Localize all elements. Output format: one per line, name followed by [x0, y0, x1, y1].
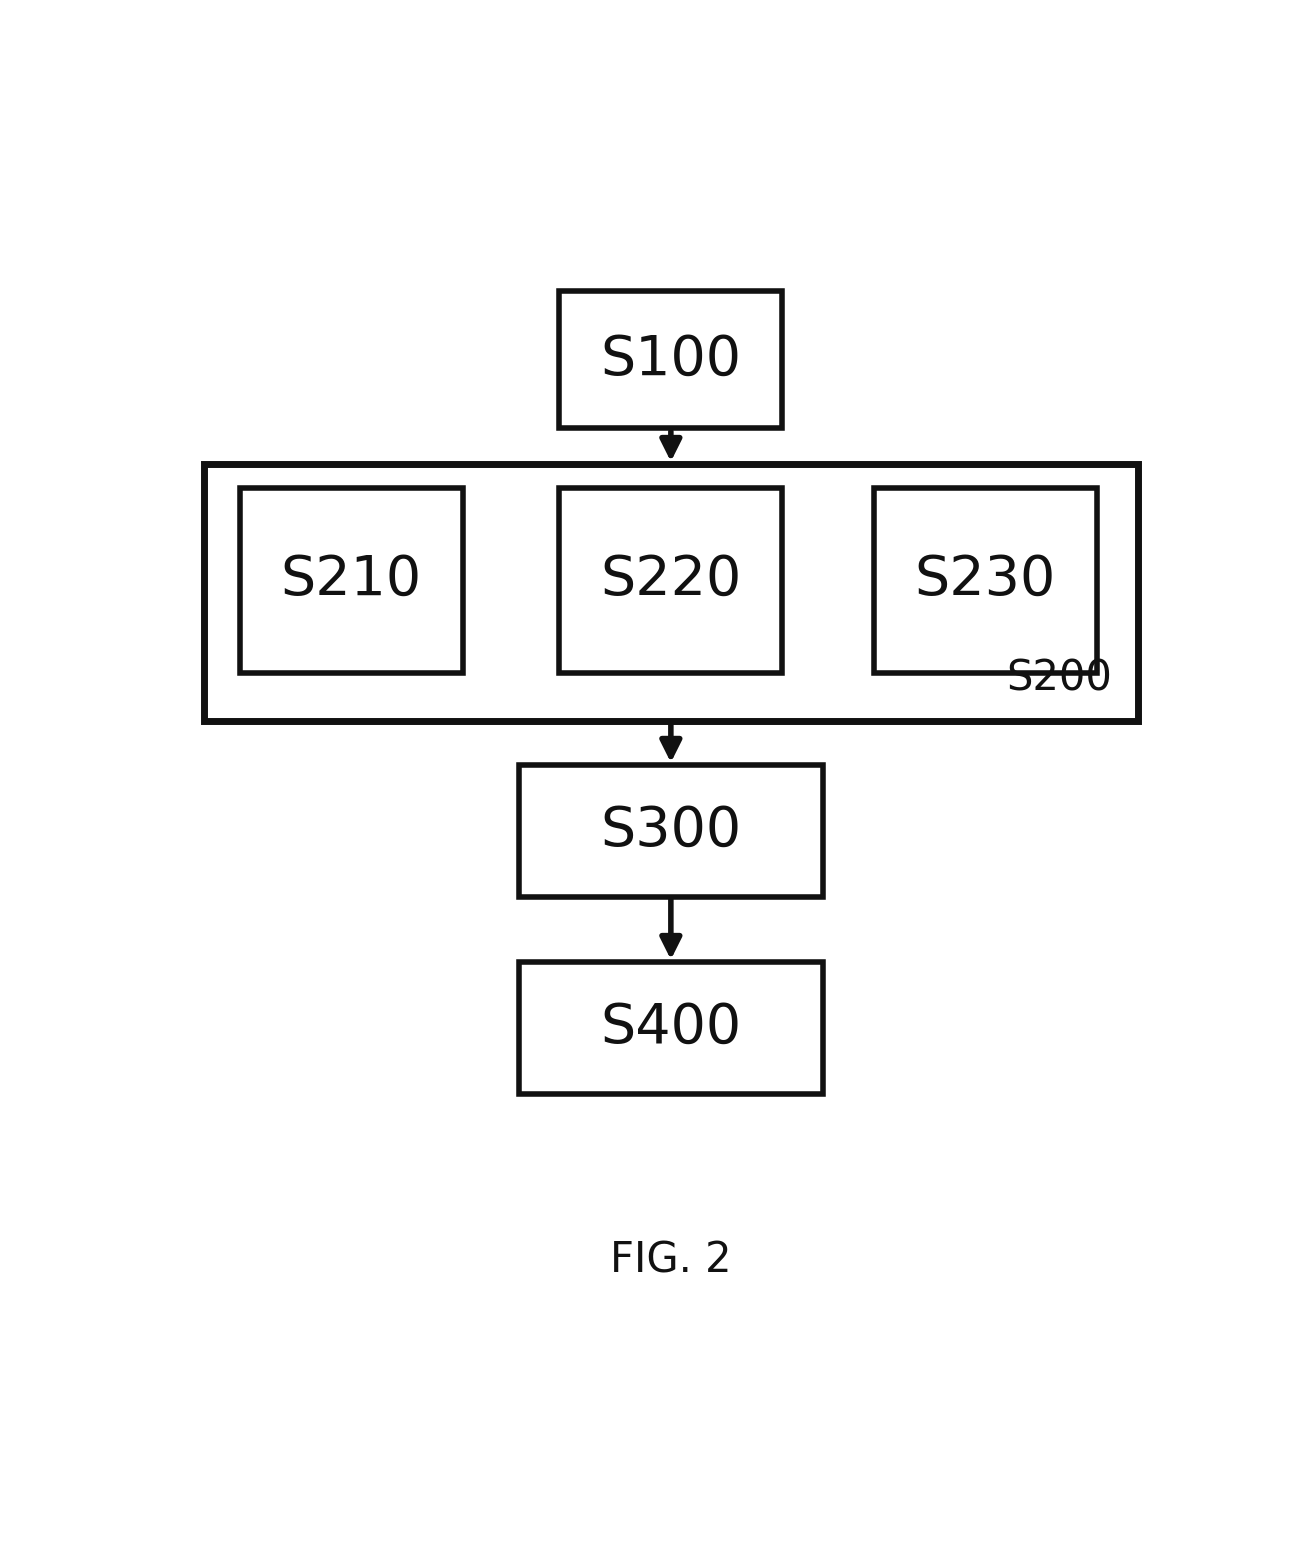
Text: S400: S400 — [601, 1000, 741, 1055]
Text: S100: S100 — [601, 332, 741, 386]
Bar — [240, 487, 463, 673]
Text: S220: S220 — [601, 554, 741, 608]
Text: FIG. 2: FIG. 2 — [610, 1239, 732, 1283]
Bar — [874, 487, 1097, 673]
Bar — [559, 290, 783, 428]
Text: S200: S200 — [1007, 658, 1113, 700]
Text: S230: S230 — [915, 554, 1056, 608]
Bar — [559, 487, 783, 673]
Bar — [518, 962, 823, 1093]
Bar — [204, 464, 1138, 721]
Bar — [518, 765, 823, 896]
Text: S210: S210 — [280, 554, 421, 608]
Text: S300: S300 — [601, 803, 741, 858]
